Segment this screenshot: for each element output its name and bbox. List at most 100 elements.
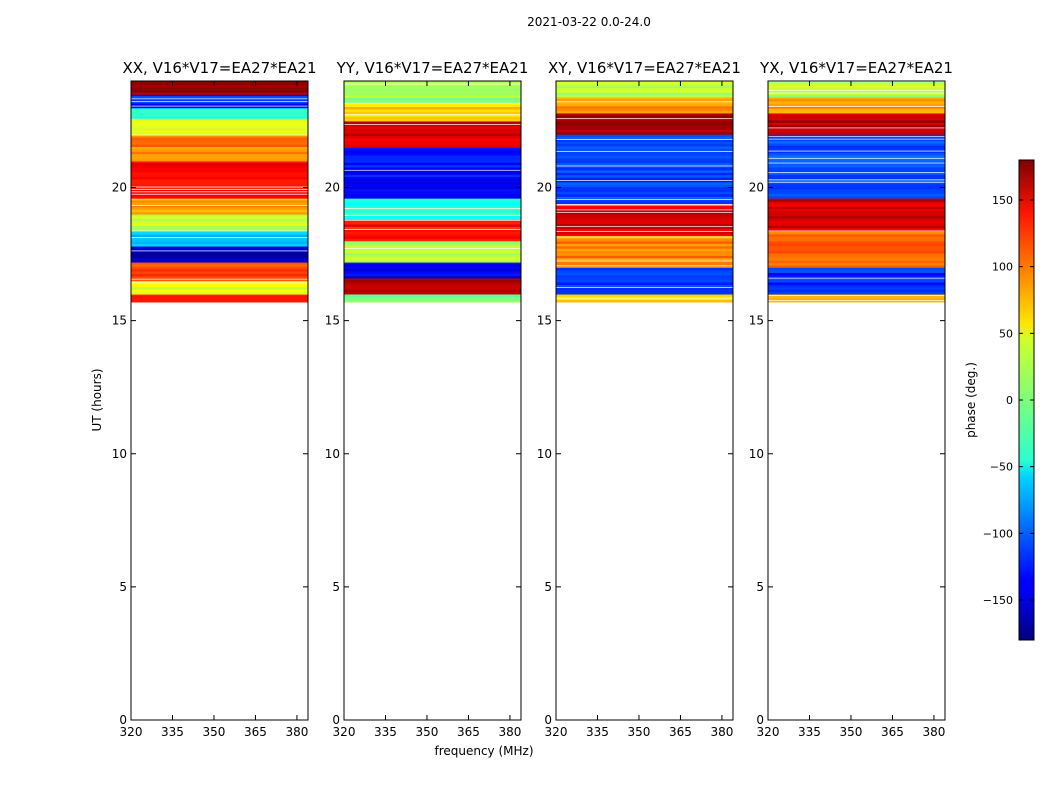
heatmap-row xyxy=(556,213,733,217)
heatmap-row xyxy=(768,267,945,271)
flagged-row xyxy=(768,135,945,138)
colorbar-tick-label: 0 xyxy=(1006,394,1013,407)
heatmap-row xyxy=(768,134,945,137)
heatmap-row xyxy=(344,205,521,208)
heatmap-row xyxy=(131,119,308,123)
flagged-row xyxy=(768,138,945,140)
heatmap-row xyxy=(768,289,945,293)
heatmap-row xyxy=(344,202,521,206)
flagged-row xyxy=(344,169,521,171)
heatmap-row xyxy=(131,124,308,128)
heatmap-row xyxy=(556,289,733,293)
heatmap-row xyxy=(768,186,945,190)
heatmap-row xyxy=(344,133,521,137)
heatmap-row xyxy=(768,159,945,163)
heatmap-row xyxy=(556,148,733,152)
heatmap-4 xyxy=(768,81,945,303)
heatmap-row xyxy=(344,247,521,251)
flagged-row xyxy=(556,297,733,299)
heatmap-row xyxy=(344,140,521,144)
heatmap-row xyxy=(344,164,521,168)
y-tick-label: 0 xyxy=(544,713,552,727)
heatmap-row xyxy=(344,254,521,258)
heatmap-row xyxy=(344,257,521,261)
heatmap-row xyxy=(131,268,308,272)
flagged-row xyxy=(344,113,521,115)
heatmap-row xyxy=(556,286,733,290)
heatmap-row xyxy=(556,172,733,176)
heatmap-row xyxy=(768,190,945,194)
heatmap-row xyxy=(131,102,308,106)
y-tick-label: 15 xyxy=(112,314,127,328)
heatmap-row xyxy=(556,131,733,135)
heatmap-row xyxy=(556,193,733,197)
heatmap-row xyxy=(131,294,308,298)
heatmap-row xyxy=(768,174,945,178)
heatmap-row xyxy=(131,231,308,235)
heatmap-row xyxy=(344,286,521,290)
heatmap-row xyxy=(768,291,945,295)
heatmap-row xyxy=(344,167,521,170)
heatmap-row xyxy=(131,286,308,290)
heatmap-row xyxy=(556,250,733,254)
heatmap-row xyxy=(344,299,521,303)
heatmap-row xyxy=(768,294,945,298)
heatmap-row xyxy=(131,113,308,117)
heatmap-row xyxy=(131,158,308,162)
heatmap-row xyxy=(556,145,733,149)
heatmap-row xyxy=(131,227,308,231)
panel-title: YX, V16*V17=EA27*EA21 xyxy=(759,59,953,77)
panel-3: XY, V16*V17=EA27*EA21 320 335 350 365 380 0 5 10… xyxy=(537,59,741,739)
y-tick-label: 5 xyxy=(332,580,340,594)
y-tick-label: 15 xyxy=(749,314,764,328)
heatmap-row xyxy=(131,144,308,147)
heatmap-row xyxy=(344,297,521,301)
heatmap-row xyxy=(768,262,945,266)
heatmap-row xyxy=(556,165,733,169)
y-tick-label: 0 xyxy=(119,713,127,727)
heatmap-row xyxy=(768,243,945,247)
heatmap-row xyxy=(344,266,521,269)
heatmap-row xyxy=(768,94,945,98)
heatmap-row xyxy=(344,92,521,96)
heatmap-row xyxy=(344,221,521,225)
x-tick-label: 365 xyxy=(669,725,692,739)
heatmap-row xyxy=(768,201,945,205)
heatmap-row xyxy=(344,159,521,163)
heatmap-row xyxy=(556,181,733,185)
heatmap-row xyxy=(768,286,945,290)
heatmap-row xyxy=(131,148,308,152)
heatmap-row xyxy=(768,129,945,133)
heatmap-row xyxy=(556,294,733,296)
x-axis-label: frequency (MHz) xyxy=(434,744,533,758)
heatmap-row xyxy=(131,108,308,112)
heatmap-row xyxy=(556,262,733,266)
flagged-row xyxy=(556,260,733,262)
heatmap-row xyxy=(556,169,733,173)
heatmap-row xyxy=(768,188,945,192)
heatmap-row xyxy=(556,81,733,84)
heatmap-row xyxy=(556,277,733,281)
heatmap-row xyxy=(131,266,308,270)
heatmap-row xyxy=(131,111,308,114)
heatmap-row xyxy=(768,84,945,88)
heatmap-row xyxy=(131,153,308,157)
heatmap-row xyxy=(768,155,945,158)
heatmap-row xyxy=(344,162,521,166)
heatmap-row xyxy=(768,110,945,114)
heatmap-row xyxy=(131,202,308,206)
flagged-row xyxy=(768,171,945,173)
x-tick-label: 350 xyxy=(628,725,651,739)
heatmap-row xyxy=(556,257,733,261)
flagged-row xyxy=(768,92,945,94)
heatmap-row xyxy=(131,284,308,288)
heatmap-row xyxy=(556,245,733,249)
flagged-row xyxy=(556,179,733,181)
heatmap-row xyxy=(556,117,733,121)
flagged-row xyxy=(768,277,945,279)
heatmap-row xyxy=(556,270,733,273)
heatmap-row xyxy=(556,191,733,195)
heatmap-row xyxy=(131,222,308,226)
heatmap-row xyxy=(131,262,308,265)
heatmap-row xyxy=(344,181,521,185)
